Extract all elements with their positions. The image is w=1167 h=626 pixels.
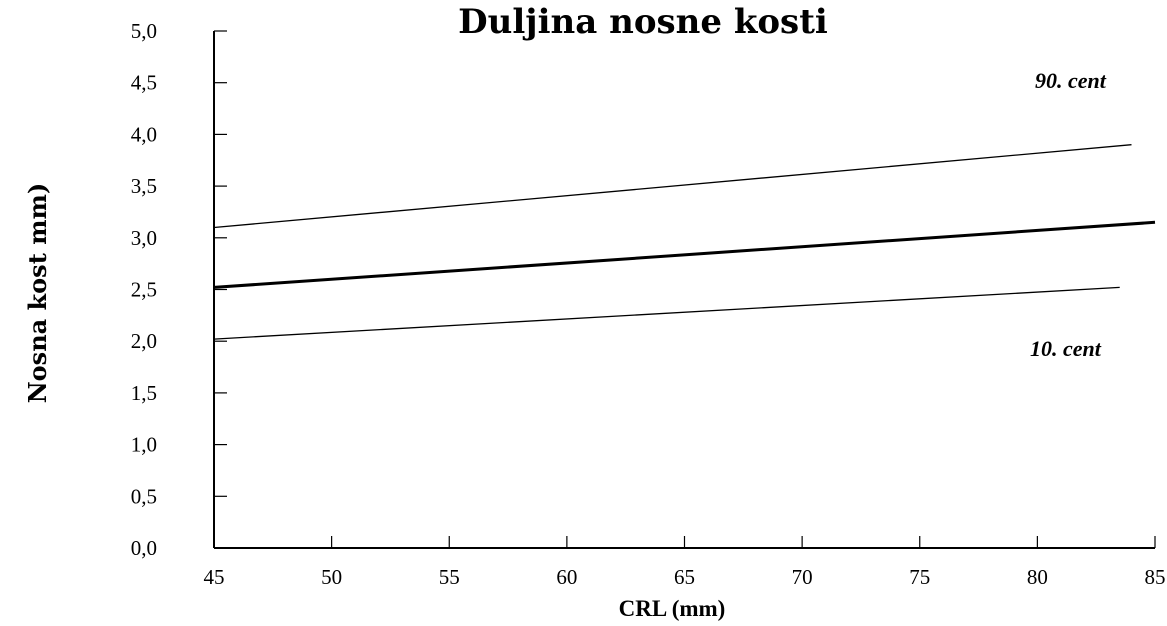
annotation-90-cent: 90. cent (1035, 68, 1107, 93)
y-tick-label: 4,0 (131, 122, 157, 146)
y-axis-title: Nosna kost mm) (23, 183, 52, 404)
y-tick-label: 1,5 (131, 381, 157, 405)
y-tick-label: 1,0 (131, 433, 157, 457)
y-tick-label: 0,5 (131, 484, 157, 508)
x-tick-label: 75 (909, 565, 930, 589)
series-line-2 (213, 286, 1120, 340)
y-tick-label: 2,5 (131, 278, 157, 302)
y-tick-label: 0,0 (131, 536, 157, 560)
annotation-10-cent: 10. cent (1030, 336, 1102, 361)
y-tick-label: 3,5 (131, 174, 157, 198)
x-tick-label: 85 (1145, 565, 1166, 589)
y-tick-label: 2,0 (131, 329, 157, 353)
series-line-1 (213, 220, 1156, 289)
x-tick-label: 55 (439, 565, 460, 589)
x-tick-label: 70 (792, 565, 813, 589)
x-tick-label: 45 (204, 565, 225, 589)
x-axis-title: CRL (mm) (619, 596, 726, 621)
x-tick-label: 80 (1027, 565, 1048, 589)
x-tick-label: 50 (321, 565, 342, 589)
x-tick-label: 65 (674, 565, 695, 589)
y-tick-label: 5,0 (131, 19, 157, 43)
chart-title: Duljina nosne kosti (458, 2, 828, 42)
axes (213, 31, 1155, 549)
y-tick-label: 3,0 (131, 226, 157, 250)
y-tick-label: 4,5 (131, 71, 157, 95)
series-lines (213, 144, 1156, 340)
ticks: 0,0 0,5 1,0 1,5 2,0 2,5 3,0 3,5 4,0 4,5 5,0 45 50 55 6… (131, 19, 1166, 589)
series-line-0 (213, 144, 1132, 229)
x-tick-label: 60 (556, 565, 577, 589)
